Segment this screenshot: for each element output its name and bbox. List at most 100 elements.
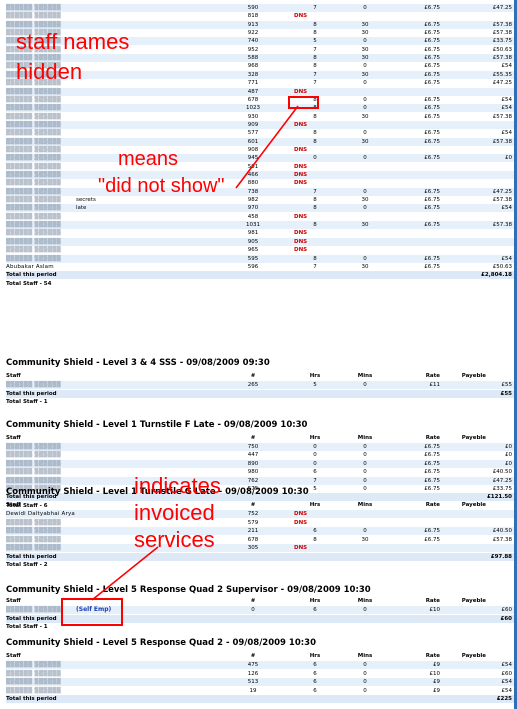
cell-mins: 0 [363, 255, 367, 262]
cell-mins: 0 [363, 205, 367, 212]
total-period-value: £60 [500, 615, 512, 622]
cell-hours: 8 [313, 536, 317, 543]
total-period-row: Total this period £60 [6, 614, 514, 623]
total-staff-row: Total Staff - 2 [6, 561, 514, 569]
cell-hours: 7 [313, 5, 317, 11]
table-row: ▒▒▒▒▒▒ ▒▒▒▒▒▒ 678 8 0 £6.75 £54 [6, 96, 514, 104]
cell-hours: 8 [313, 130, 317, 137]
cell-number: 590 [247, 5, 259, 11]
staff-name-hidden: ▒▒▒▒▒▒ ▒▒▒▒▒▒ [6, 382, 62, 388]
header-rate: Rate [425, 598, 440, 604]
cell-number: 981 [247, 230, 259, 237]
cell-hours: 8 [313, 255, 317, 262]
cell-hours: 7 [313, 80, 317, 87]
staff-name-hidden: ▒▒▒▒▒▒ ▒▒▒▒▒▒ [6, 105, 62, 112]
cell-rate: £6.75 [424, 38, 440, 45]
cell-rate: £6.75 [424, 5, 440, 11]
dns-flag: DNS [294, 172, 308, 178]
cell-payable: £54 [501, 687, 513, 694]
header-payable: Payeble [461, 653, 486, 659]
cell-hours: 8 [313, 96, 317, 103]
section-f-header: Staff # Hrs Mins Rate Payeble [6, 652, 514, 660]
cell-number: 328 [247, 71, 259, 78]
cell-number: 211 [247, 528, 259, 534]
dns-flag: DNS [294, 88, 308, 95]
table-row: ▒▒▒▒▒▒ ▒▒▒▒▒▒ 575 5 0 £6.75 £33.75 [6, 485, 514, 493]
cell-hours: 8 [313, 205, 317, 212]
table-row: ▒▒▒▒▒▒ ▒▒▒▒▒▒ 740 5 0 £6.75 £33.75 [6, 37, 514, 46]
table-row: ▒▒▒▒▒▒ ▒▒▒▒▒▒ 601 8 30 £6.75 £57.38 [6, 137, 514, 146]
cell-mins: 0 [363, 382, 367, 388]
cell-number: 0 [251, 607, 255, 613]
cell-hours: 0 [313, 155, 317, 162]
staff-name-hidden: ▒▒▒▒▒▒ ▒▒▒▒▒▒ [6, 197, 62, 204]
cell-rate: £6.75 [424, 30, 440, 37]
staff-name-hidden: ▒▒▒▒▒▒ ▒▒▒▒▒▒ [6, 13, 62, 20]
selfemp-pointer-line [91, 546, 159, 601]
table-row: ▒▒▒▒▒▒ ▒▒▒▒▒▒ 1031 8 30 £6.75 £57.38 [6, 221, 514, 230]
total-period-row: Total this period £97.88 [6, 552, 514, 561]
cell-payable: £47.25 [492, 5, 512, 11]
total-period-label: Total this period [6, 553, 57, 560]
table-row: ▒▒▒▒▒▒ ▒▒▒▒▒▒ 922 8 30 £6.75 £57.38 [6, 29, 514, 37]
cell-mins: 0 [363, 486, 367, 492]
cell-hours: 8 [313, 21, 317, 28]
table-row: ▒▒▒▒▒▒ ▒▒▒▒▒▒ 19 6 0 £9 £54 [6, 687, 514, 695]
section-c-title: Community Shield - Level 1 Turnstile F L… [6, 420, 308, 430]
cell-number: 752 [247, 511, 259, 517]
cell-payable: £57.38 [492, 197, 512, 204]
cell-number: 487 [247, 88, 259, 95]
staff-name-hidden: ▒▒▒▒▒▒ ▒▒▒▒▒▒ [6, 88, 62, 95]
header-hash: # [250, 373, 256, 379]
header-hrs: Hrs [309, 653, 321, 659]
header-payable: Payeble [461, 598, 486, 604]
staff-name-hidden: ▒▒▒▒▒▒ ▒▒▒▒▒▒ [6, 222, 62, 229]
cell-payable: £40.50 [492, 469, 512, 476]
staff-name-hidden: ▒▒▒▒▒▒ ▒▒▒▒▒▒ [6, 662, 62, 668]
cell-number: 678 [247, 536, 259, 543]
dns-flag: DNS [294, 180, 308, 187]
cell-mins: 30 [361, 113, 369, 120]
staff-name-hidden: ▒▒▒▒▒▒ ▒▒▒▒▒▒ [6, 155, 62, 162]
table-row: ▒▒▒▒▒▒ ▒▒▒▒▒▒ 965 DNS [6, 246, 514, 254]
cell-hours: 7 [313, 263, 317, 270]
dns-flag: DNS [294, 247, 308, 254]
cell-payable: £47.25 [492, 80, 512, 87]
staff-name-hidden: ▒▒▒▒▒▒ ▒▒▒▒▒▒ [6, 5, 62, 11]
staff-name-hidden: ▒▒▒▒▒▒ ▒▒▒▒▒▒ [6, 607, 62, 613]
cell-hours: 8 [313, 63, 317, 70]
cell-payable: £57.38 [492, 536, 512, 543]
section-d-title: Community Shield - Level 1 Turnstile G L… [6, 487, 309, 497]
cell-number: 513 [247, 679, 259, 685]
table-row: ▒▒▒▒▒▒ ▒▒▒▒▒▒ 738 7 0 £6.75 £47.25 [6, 187, 514, 196]
cell-rate: £6.75 [424, 452, 440, 459]
total-staff-label: Total Staff - 6 [6, 502, 48, 509]
cell-rate: £6.75 [424, 255, 440, 262]
header-rate: Rate [425, 502, 440, 508]
cell-hours: 0 [313, 460, 317, 467]
staff-name-hidden: ▒▒▒▒▒▒ ▒▒▒▒▒▒ [6, 247, 62, 254]
cell-payable: £50.63 [492, 46, 512, 53]
table-row: ▒▒▒▒▒▒ ▒▒▒▒▒▒ 913 8 30 £6.75 £57.38 [6, 20, 514, 29]
cell-number: 577 [247, 130, 259, 137]
cell-number: 265 [247, 382, 259, 388]
total-staff-label: Total Staff - 1 [6, 624, 48, 630]
cell-rate: £9 [433, 662, 440, 668]
header-staff: Staff [6, 435, 21, 441]
table-row: ▒▒▒▒▒▒ ▒▒▒▒▒▒ 458 DNS [6, 213, 514, 221]
total-period-row: Total this period £121.50 [6, 493, 514, 502]
header-hrs: Hrs [309, 373, 321, 379]
cell-mins: 30 [361, 197, 369, 204]
staff-name-hidden: ▒▒▒▒▒▒ ▒▒▒▒▒▒ [6, 238, 62, 245]
cell-mins: 0 [363, 477, 367, 484]
scrollbar[interactable] [514, 0, 517, 709]
cell-hours: 6 [313, 662, 317, 668]
cell-rate: £6.75 [424, 96, 440, 103]
staff-name-hidden: ▒▒▒▒▒▒ ▒▒▒▒▒▒ [6, 130, 62, 137]
cell-mins: 0 [363, 130, 367, 137]
table-row: ▒▒▒▒▒▒ ▒▒▒▒▒▒ 579 DNS [6, 519, 514, 527]
table-row: ▒▒▒▒▒▒ ▒▒▒▒▒▒ 265 5 0 £11 £55 [6, 381, 514, 389]
cell-hours: 6 [313, 687, 317, 694]
cell-number: 596 [247, 263, 259, 270]
total-staff-row: Total Staff - 54 [6, 280, 514, 288]
